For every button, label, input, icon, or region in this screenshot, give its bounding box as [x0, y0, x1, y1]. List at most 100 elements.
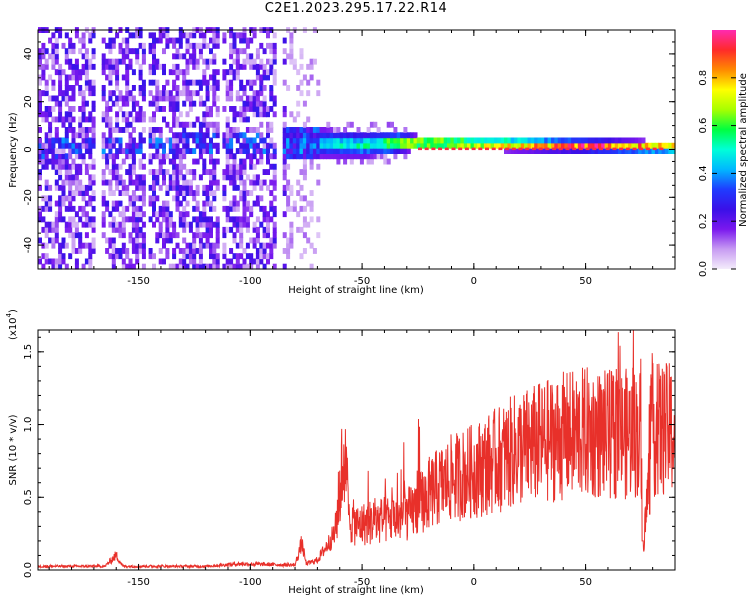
- heatmap-cell: [323, 153, 327, 160]
- heatmap-cell: [71, 69, 76, 76]
- heatmap-cell: [396, 148, 401, 154]
- heatmap-cell: [172, 142, 177, 149]
- heatmap-cell: [356, 132, 361, 139]
- heatmap-cell: [185, 137, 190, 144]
- heatmap-cell: [567, 137, 572, 144]
- heatmap-cell: [406, 132, 411, 139]
- heatmap-cell: [138, 63, 143, 70]
- heatmap-cell: [101, 58, 106, 65]
- heatmap-cell: [239, 216, 244, 223]
- heatmap-cell: [58, 90, 63, 97]
- heatmap-cell: [84, 132, 89, 139]
- heatmap-cell: [148, 142, 153, 149]
- heatmap-cell: [249, 79, 254, 86]
- colorbar-label: Normalized spectral amplitude: [738, 73, 749, 227]
- heatmap-cell: [182, 90, 187, 97]
- heatmap-cell: [74, 32, 79, 39]
- heatmap-cell: [155, 85, 160, 91]
- heatmap-cell: [289, 111, 294, 118]
- heatmap-cell: [473, 137, 478, 144]
- heatmap-cell: [306, 142, 311, 149]
- heatmap-cell: [74, 153, 79, 160]
- heatmap-cell: [68, 127, 73, 133]
- heatmap-cell: [266, 232, 270, 239]
- heatmap-cell: [232, 221, 237, 228]
- heatmap-cell: [255, 216, 260, 223]
- heatmap-cell: [289, 242, 294, 249]
- heatmap-cell: [178, 248, 183, 254]
- heatmap-cell: [162, 205, 166, 212]
- heatmap-cell: [302, 248, 307, 254]
- heatmap-cell: [611, 137, 616, 144]
- heatmap-cell: [182, 174, 187, 181]
- heatmap-cell: [44, 184, 49, 191]
- heatmap-cell: [252, 163, 257, 170]
- heatmap-cell: [131, 248, 136, 254]
- heatmap-cell: [507, 148, 512, 154]
- heatmap-cell: [309, 200, 314, 207]
- heatmap-cell: [222, 263, 227, 270]
- heatmap-peak-cell: [605, 147, 610, 151]
- heatmap-cell: [272, 174, 277, 181]
- heatmap-cell: [182, 142, 187, 149]
- heatmap-cell: [71, 74, 76, 81]
- heatmap-cell: [155, 195, 160, 202]
- heatmap-cell: [165, 253, 170, 260]
- heatmap-cell: [353, 148, 358, 154]
- heatmap-cell: [205, 148, 210, 154]
- heatmap-cell: [175, 116, 180, 123]
- heatmap-cell: [242, 205, 247, 212]
- heatmap-cell: [614, 137, 619, 144]
- heatmap-cell: [198, 248, 203, 254]
- heatmap-cell: [188, 100, 193, 107]
- heatmap-cell: [152, 32, 156, 39]
- heatmap-cell: [272, 211, 277, 218]
- heatmap-cell: [71, 116, 76, 123]
- heatmap-cell: [101, 190, 106, 196]
- heatmap-cell: [232, 184, 237, 191]
- heatmap-cell: [316, 216, 321, 223]
- heatmap-cell: [141, 137, 146, 144]
- heatmap-cell: [91, 53, 96, 60]
- heatmap-cell: [212, 90, 217, 97]
- heatmap-cell: [255, 179, 260, 186]
- heatmap-cell: [84, 116, 89, 123]
- heatmap-cell: [68, 74, 73, 81]
- heatmap-cell: [664, 148, 669, 154]
- heatmap-cell: [205, 200, 210, 207]
- heatmap-cell: [84, 221, 89, 228]
- heatmap-cell: [225, 132, 230, 139]
- heatmap-cell: [165, 153, 170, 160]
- heatmap-cell: [61, 69, 66, 76]
- heatmap-cell: [631, 137, 636, 144]
- heatmap-cell: [621, 148, 626, 154]
- heatmap-cell: [222, 37, 227, 44]
- heatmap-cell: [64, 32, 69, 39]
- heatmap-cell: [467, 142, 472, 149]
- heatmap-cell: [105, 42, 110, 49]
- heatmap-cell: [235, 253, 240, 260]
- heatmap-cell: [349, 137, 354, 144]
- heatmap-cell: [242, 200, 247, 207]
- heatmap-cell: [91, 85, 96, 91]
- heatmap-cell: [128, 174, 133, 181]
- heatmap-cell: [81, 95, 86, 102]
- heatmap-cell: [155, 216, 160, 223]
- heatmap-cell: [202, 137, 207, 144]
- heatmap-cell: [209, 85, 213, 91]
- x-tick-label: -150: [127, 276, 150, 287]
- heatmap-cell: [64, 48, 69, 55]
- heatmap-cell: [131, 205, 136, 212]
- heatmap-cell: [577, 137, 582, 144]
- heatmap-cell: [48, 195, 53, 202]
- heatmap-cell: [269, 153, 274, 160]
- heatmap-cell: [141, 163, 146, 170]
- heatmap-cell: [41, 142, 46, 149]
- heatmap-cell: [292, 200, 297, 207]
- heatmap-cell: [71, 148, 76, 154]
- heatmap-cell: [376, 137, 381, 144]
- heatmap-cell: [222, 174, 227, 181]
- heatmap-cell: [215, 132, 220, 139]
- heatmap-cell: [225, 121, 230, 128]
- heatmap-cell: [209, 137, 213, 144]
